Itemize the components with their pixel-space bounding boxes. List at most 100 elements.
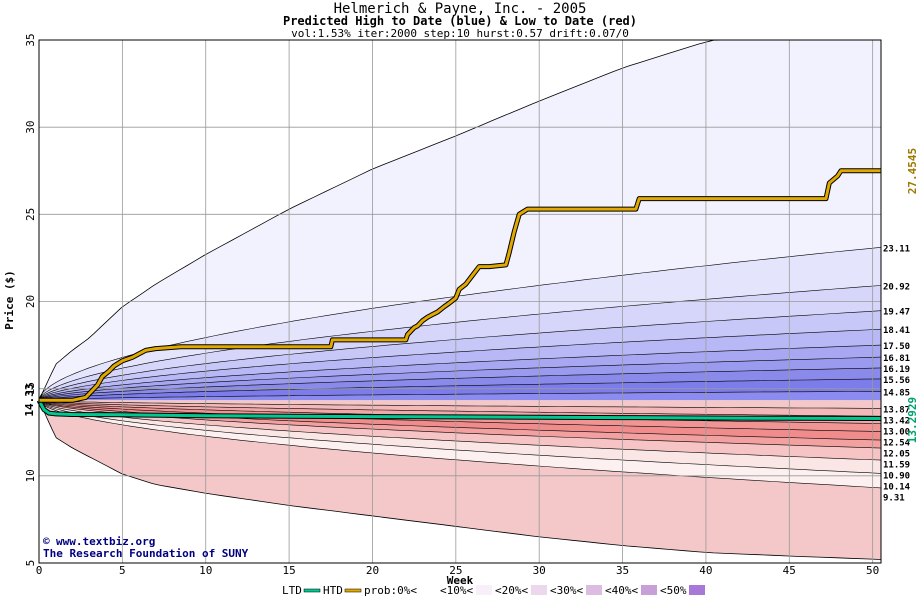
x-tick-label: 40	[699, 564, 712, 577]
legend-label: HTD	[323, 584, 343, 597]
level-labels: 23.11 20.92 19.47 18.41 17.50 16.8116.1915.56…	[883, 244, 911, 503]
level-value-label: 19.47	[883, 308, 910, 318]
legend-label: prob:0%<	[364, 584, 417, 597]
ltd-final-value-label: 13.2929	[906, 397, 919, 443]
ltd-line	[37, 399, 882, 420]
level-value-label: 16.81	[883, 354, 910, 364]
band-boundary-line	[38, 390, 882, 401]
low-band	[39, 400, 881, 474]
low-band	[39, 400, 881, 449]
chart-title: Helmerich & Payne, Inc. - 2005	[333, 1, 587, 17]
low-band	[39, 400, 881, 560]
low-band	[39, 400, 881, 488]
legend-line-swatch	[303, 588, 321, 593]
legend-label: <30%<	[550, 584, 583, 597]
band-boundary-line	[38, 400, 882, 409]
legend-label: LTD	[282, 584, 302, 597]
high-band	[39, 378, 881, 401]
copyright-icon: ©	[43, 535, 50, 548]
legend-color-swatch	[641, 585, 657, 595]
plot-frame	[38, 39, 882, 564]
y-tick-label: 5	[24, 560, 37, 567]
watermark-org: The Research Foundation of SUNY	[43, 547, 249, 560]
high-band	[39, 367, 881, 401]
legend-label: <20%<	[495, 584, 528, 597]
y-axis-label: Price ($)	[3, 270, 16, 330]
band-boundary-line	[38, 400, 882, 417]
level-value-label: 10.90	[883, 471, 910, 481]
x-axis-label: Week	[447, 574, 474, 587]
high-band	[39, 285, 881, 401]
level-value-label: 14.85	[883, 388, 910, 398]
band-boundary-line	[38, 367, 882, 401]
level-value-label: 11.59	[883, 460, 910, 470]
x-tick-label: 20	[366, 564, 379, 577]
level-value-label: 15.56	[883, 376, 910, 386]
legend-color-swatch	[586, 585, 602, 595]
high-band	[39, 247, 881, 401]
level-value-label: 23.11	[883, 244, 910, 254]
low-band	[39, 400, 881, 432]
low-band	[39, 400, 881, 409]
high-band	[39, 310, 881, 401]
high-band	[39, 40, 881, 401]
high-band	[39, 329, 881, 401]
x-tick-label: 5	[119, 564, 126, 577]
htd-final-value-label: 27.4545	[906, 148, 919, 194]
legend-color-swatch	[476, 585, 492, 595]
legend-color-swatch	[531, 585, 547, 595]
level-value-label: 13.87	[883, 405, 910, 415]
legend-label: <10%<	[440, 584, 473, 597]
grid	[39, 40, 881, 563]
band-boundary-line	[38, 247, 882, 401]
lower-envelope-line	[38, 400, 882, 560]
level-value-label: 13.00	[883, 427, 910, 437]
x-tick-label: 35	[616, 564, 629, 577]
y-tick-label: 25	[24, 208, 37, 221]
x-tick-label: 30	[533, 564, 546, 577]
level-value-label: 12.54	[883, 438, 911, 448]
legend-color-swatch	[421, 585, 437, 595]
legend-color-swatch	[689, 585, 705, 595]
high-band	[39, 357, 881, 401]
legend-label: <40%<	[605, 584, 638, 597]
legend-label: <50%	[660, 584, 687, 597]
high-band	[39, 345, 881, 401]
x-tick-label: 45	[783, 564, 796, 577]
watermark: © www.textbiz.org The Research Foundatio…	[43, 535, 249, 560]
level-value-label: 13.42	[883, 416, 910, 426]
x-tick-label: 15	[282, 564, 295, 577]
y-tick-label: 10	[24, 469, 37, 482]
watermark-url: www.textbiz.org	[56, 535, 155, 548]
y-tick-label: 20	[24, 295, 37, 308]
band-boundary-line	[38, 356, 882, 401]
legend: LTD HTD prob:0%< <10%< <20%< <30%< <40%< <50%	[282, 584, 705, 597]
x-tick-label: 25	[449, 564, 462, 577]
x-tick-label: 0	[36, 564, 43, 577]
level-value-label: 10.14	[883, 482, 911, 492]
chart-subtitle: Predicted High to Date (blue) & Low to D…	[282, 14, 637, 28]
level-value-label: 17.50	[883, 342, 910, 352]
band-boundary-line	[38, 378, 882, 401]
band-boundary-line	[38, 400, 882, 441]
upper-envelope-line	[38, 39, 881, 401]
probability-bands	[38, 39, 882, 560]
level-value-label: 16.19	[883, 365, 910, 375]
y-tick-label: 35	[24, 33, 37, 46]
x-tick-label: 10	[199, 564, 212, 577]
high-band	[39, 391, 881, 401]
low-band	[39, 400, 881, 441]
series-lines	[36, 168, 882, 421]
level-value-label: 20.92	[883, 282, 910, 292]
y-tick-label: 15	[24, 382, 37, 395]
level-value-label: 12.05	[883, 449, 910, 459]
legend-line-swatch	[344, 588, 362, 593]
low-band	[39, 400, 881, 461]
level-value-label: 9.31	[883, 493, 905, 503]
htd-line	[39, 169, 881, 402]
level-value-label: 18.41	[883, 326, 910, 336]
y-tick-label: 30	[24, 121, 37, 134]
x-tick-label: 50	[866, 564, 879, 577]
